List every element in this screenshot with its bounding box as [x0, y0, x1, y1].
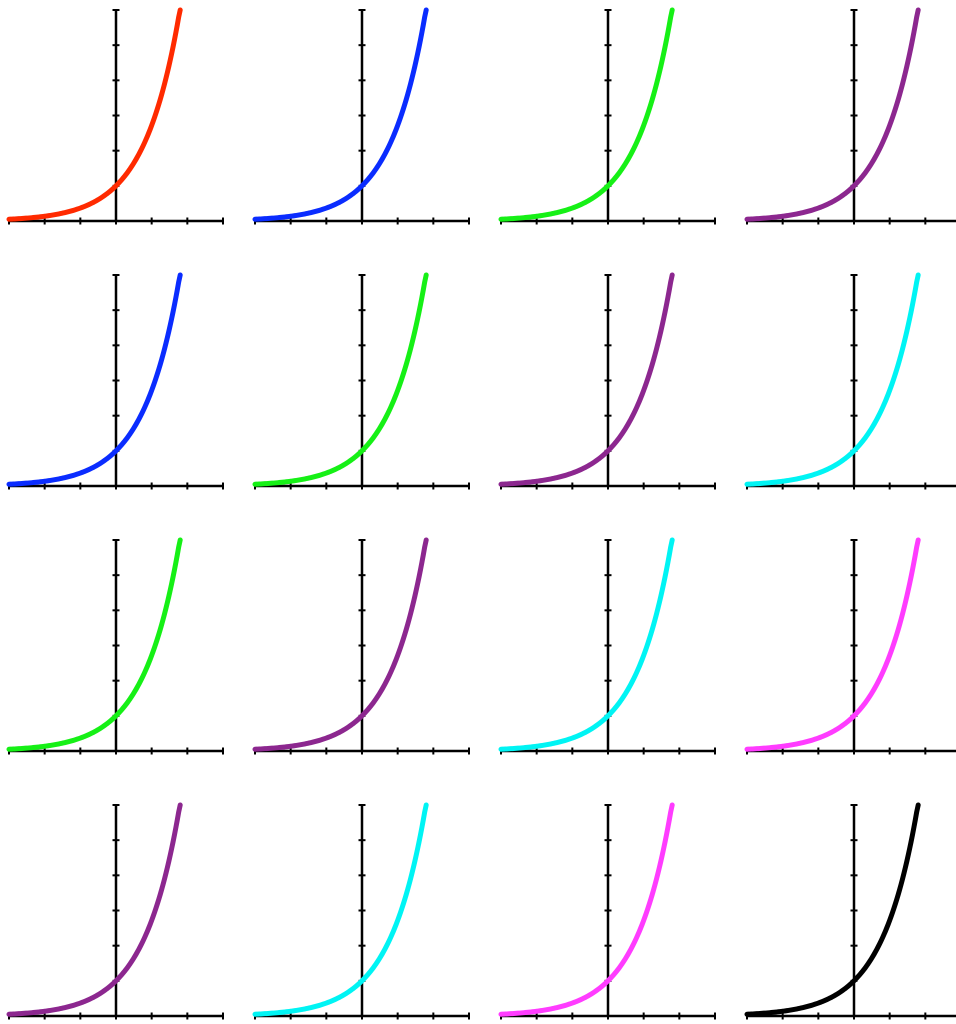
- plot-panel-2: [252, 7, 470, 225]
- series-line: [6, 802, 183, 1017]
- plot-panel-13: [6, 802, 224, 1020]
- plot-panel-12: [744, 537, 956, 755]
- series-line: [498, 272, 675, 487]
- series-line: [252, 272, 429, 487]
- series-line: [6, 7, 183, 222]
- plot-panel-15: [498, 802, 716, 1020]
- series-line: [744, 7, 921, 222]
- series-line: [252, 802, 429, 1017]
- plot-panel-7: [498, 272, 716, 490]
- series-line: [6, 272, 183, 487]
- plot-panel-16: [744, 802, 956, 1020]
- plot-panel-10: [252, 537, 470, 755]
- plot-panel-5: [6, 272, 224, 490]
- series-line: [498, 537, 675, 752]
- series-line: [252, 537, 429, 752]
- series-line: [498, 7, 675, 222]
- plot-panel-3: [498, 7, 716, 225]
- series-line: [744, 802, 921, 1017]
- plot-panel-9: [6, 537, 224, 755]
- series-line: [498, 802, 675, 1017]
- series-line: [6, 537, 183, 752]
- plot-panel-1: [6, 7, 224, 225]
- plot-panel-4: [744, 7, 956, 225]
- series-line: [744, 537, 921, 752]
- series-line: [252, 7, 429, 222]
- plot-panel-14: [252, 802, 470, 1020]
- plot-panel-8: [744, 272, 956, 490]
- series-line: [744, 272, 921, 487]
- plot-panel-11: [498, 537, 716, 755]
- plot-panel-6: [252, 272, 470, 490]
